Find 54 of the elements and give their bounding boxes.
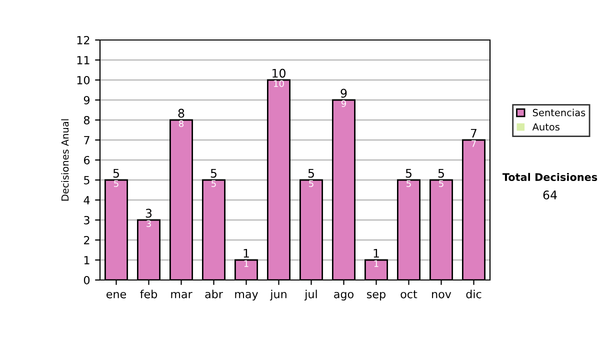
y-tick-label: 2 xyxy=(84,236,90,244)
text: Total Decisiones xyxy=(502,172,598,182)
total-label: 5 xyxy=(438,168,444,178)
data-label: 9 xyxy=(341,100,346,107)
total-label: 5 xyxy=(113,168,119,178)
data-label: 5 xyxy=(406,180,411,187)
x-tick-label: nov xyxy=(432,292,452,298)
total-label: 5 xyxy=(210,168,216,178)
y-tick-label: 1 xyxy=(84,256,90,264)
data-label: 1 xyxy=(244,260,248,267)
total-label: 10 xyxy=(272,68,286,78)
y-tick-label: 12 xyxy=(77,36,90,44)
total-label: 8 xyxy=(178,108,184,118)
y-tick-label: 0 xyxy=(84,276,90,284)
data-label: 7 xyxy=(472,140,476,147)
y-tick-label: 10 xyxy=(77,76,90,84)
x-tick-label: ene xyxy=(106,292,126,298)
legend-label: Sentencias xyxy=(532,108,586,116)
x-tick-label: jun xyxy=(270,290,286,300)
x-tick-label: abr xyxy=(205,290,223,298)
data-label: 3 xyxy=(146,220,151,227)
y-tick-label: 11 xyxy=(77,56,90,64)
y-tick-label: 3 xyxy=(84,216,90,224)
y-tick-label: 7 xyxy=(84,136,90,144)
y-tick-label: 8 xyxy=(84,116,90,124)
x-tick-label: feb xyxy=(140,290,158,298)
x-tick-label: jul xyxy=(304,290,317,300)
y-tick-label: 9 xyxy=(84,96,90,104)
data-label: 5 xyxy=(212,180,216,187)
total-label: 3 xyxy=(146,208,152,218)
total-label: 9 xyxy=(340,88,347,98)
total-label: 1 xyxy=(244,248,249,258)
total-label: 1 xyxy=(374,248,379,258)
data-label: 5 xyxy=(309,180,314,187)
data-label: 8 xyxy=(178,120,184,127)
data-label: 5 xyxy=(439,180,444,187)
y-axis-title: Decisiones Anual xyxy=(61,119,69,201)
y-tick-label: 6 xyxy=(84,156,90,164)
y-tick-label: 5 xyxy=(84,176,90,184)
x-tick-label: dic xyxy=(466,290,482,298)
x-tick-label: oct xyxy=(400,290,418,298)
data-label: 10 xyxy=(274,80,284,87)
total-label: 5 xyxy=(308,168,314,178)
legend-label: Autos xyxy=(532,123,560,131)
x-tick-label: may xyxy=(235,292,258,300)
x-tick-label: sep xyxy=(367,292,386,300)
x-tick-label: mar xyxy=(171,292,192,298)
x-tick-label: ago xyxy=(334,292,354,300)
y-tick-label: 4 xyxy=(84,196,90,204)
data-label: 1 xyxy=(374,260,378,267)
data-label: 5 xyxy=(114,180,118,187)
total-label: 7 xyxy=(470,128,476,138)
total-label: 5 xyxy=(406,168,412,178)
text: 64 xyxy=(543,190,557,200)
